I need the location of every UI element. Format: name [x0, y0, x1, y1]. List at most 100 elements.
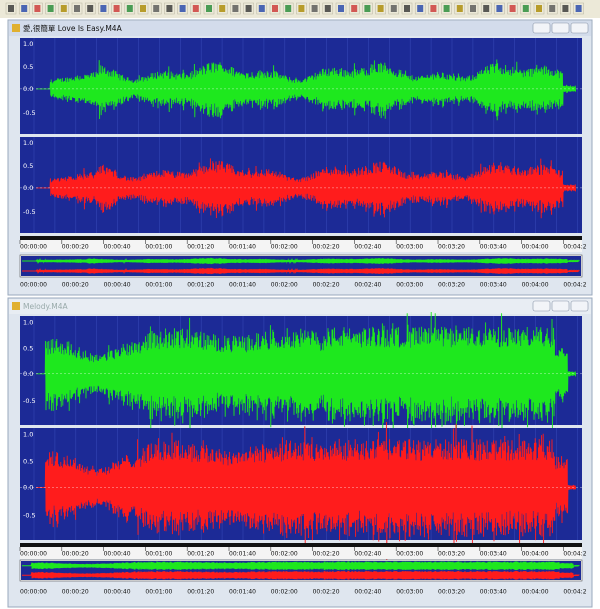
time-label: 00:02:40: [354, 551, 381, 558]
overview-time-label: 00:04:00: [522, 589, 549, 596]
time-label: 00:01:20: [187, 244, 214, 251]
time-label: 00:03:00: [396, 551, 423, 558]
time-label: 00:00:00: [20, 244, 47, 251]
overview-time-label: 00:01:40: [229, 282, 256, 289]
overview-time-label: 00:03:00: [396, 589, 423, 596]
overview-time-label: 00:01:20: [187, 589, 214, 596]
time-label: 00:00:40: [104, 244, 131, 251]
time-label: 00:04:00: [522, 551, 549, 558]
overview-time-label: 00:01:00: [145, 589, 172, 596]
window-max-button[interactable]: [551, 300, 570, 312]
time-ruler: [20, 236, 582, 240]
toolbar-icon: [562, 5, 569, 12]
overview-time-label: 00:02:40: [354, 282, 381, 289]
toolbar-icon: [522, 5, 529, 12]
toolbar-icon: [100, 5, 107, 12]
waveform: [36, 59, 577, 121]
time-label: 00:00:40: [104, 551, 131, 558]
axis-label: 1.0: [23, 431, 33, 439]
window-title: 愛,很簡單 Love Is Easy.M4A: [23, 23, 123, 33]
toolbar-icon: [285, 5, 292, 12]
toolbar-icon: [166, 5, 173, 12]
overview-time-label: 00:02:00: [271, 589, 298, 596]
toolbar-icon: [390, 5, 397, 12]
window-min-button[interactable]: [532, 22, 551, 34]
time-label: 00:01:40: [229, 551, 256, 558]
overview-waveform: [22, 267, 580, 275]
time-label: 00:02:20: [313, 551, 340, 558]
toolbar-icon: [87, 5, 94, 12]
axis-label: 0.0: [23, 184, 33, 192]
toolbar-icon: [430, 5, 437, 12]
overview-time-label: 00:00:40: [104, 282, 131, 289]
toolbar-icon: [483, 5, 490, 12]
overview-time-label: 00:04:2: [563, 282, 586, 289]
toolbar-icon: [21, 5, 28, 12]
toolbar-icon: [258, 5, 265, 12]
overview-time-label: 00:00:20: [62, 282, 89, 289]
time-label: 00:01:40: [229, 244, 256, 251]
overview-time-label: 00:03:00: [396, 282, 423, 289]
window-close-button[interactable]: [570, 22, 589, 34]
toolbar-icon: [470, 5, 476, 12]
time-label: 00:04:2: [563, 551, 586, 558]
toolbar-icon: [113, 5, 120, 12]
time-label: 00:02:20: [313, 244, 340, 251]
time-label: 00:01:20: [187, 551, 214, 558]
toolbar-icon: [192, 5, 199, 12]
window-close-button[interactable]: [570, 300, 589, 312]
toolbar-icon: [456, 5, 463, 12]
window-icon: [12, 302, 20, 310]
ruler-strip: [20, 240, 582, 252]
toolbar-icon: [575, 5, 582, 12]
toolbar-icon: [126, 5, 133, 12]
toolbar-icon: [272, 5, 278, 12]
window-min-button[interactable]: [532, 300, 551, 312]
time-label: 00:03:40: [480, 244, 507, 251]
time-label: 00:02:40: [354, 244, 381, 251]
time-label: 00:03:20: [438, 551, 465, 558]
toolbar-icon: [509, 5, 516, 12]
overview-time-label: 00:00:00: [20, 589, 47, 596]
axis-label: 0.0: [23, 483, 33, 491]
overview-time-label: 00:04:2: [563, 589, 586, 596]
toolbar-icon: [34, 5, 41, 12]
toolbar-icon: [324, 5, 331, 12]
toolbar-icon: [245, 5, 252, 12]
overview-time-label: 00:01:20: [187, 282, 214, 289]
toolbar-icon: [179, 5, 186, 12]
time-ruler: [20, 543, 582, 547]
toolbar-icon: [496, 5, 503, 12]
overview-waveform: [22, 561, 580, 571]
time-label: 00:01:00: [145, 244, 172, 251]
toolbar-icon: [338, 5, 344, 12]
toolbar-icon: [549, 5, 556, 12]
time-label: 00:00:20: [62, 244, 89, 251]
overview-time-label: 00:00:20: [62, 589, 89, 596]
time-label: 00:03:20: [438, 244, 465, 251]
toolbar-icon: [47, 5, 54, 12]
toolbar-icon: [536, 5, 542, 12]
axis-label: 0.5: [23, 162, 33, 170]
time-label: 00:00:00: [20, 551, 47, 558]
time-label: 00:03:40: [480, 551, 507, 558]
axis-label: 1.0: [23, 40, 33, 48]
axis-label: -0.5: [23, 511, 36, 519]
toolbar-icon: [417, 5, 424, 12]
axis-label: 1.0: [23, 319, 33, 327]
toolbar-icon: [298, 5, 305, 12]
toolbar-icon: [206, 5, 212, 12]
toolbar-icon: [140, 5, 146, 12]
axis-label: -0.5: [23, 109, 36, 117]
time-label: 00:00:20: [62, 551, 89, 558]
window-icon: [12, 24, 20, 32]
overview-time-label: 00:02:20: [313, 282, 340, 289]
title-bar: [9, 299, 591, 314]
time-label: 00:03:00: [396, 244, 423, 251]
ruler-strip: [20, 547, 582, 559]
toolbar-icon: [8, 5, 14, 12]
window-title: Melody.M4A: [23, 302, 69, 311]
time-label: 00:02:00: [271, 244, 298, 251]
window-max-button[interactable]: [551, 22, 570, 34]
